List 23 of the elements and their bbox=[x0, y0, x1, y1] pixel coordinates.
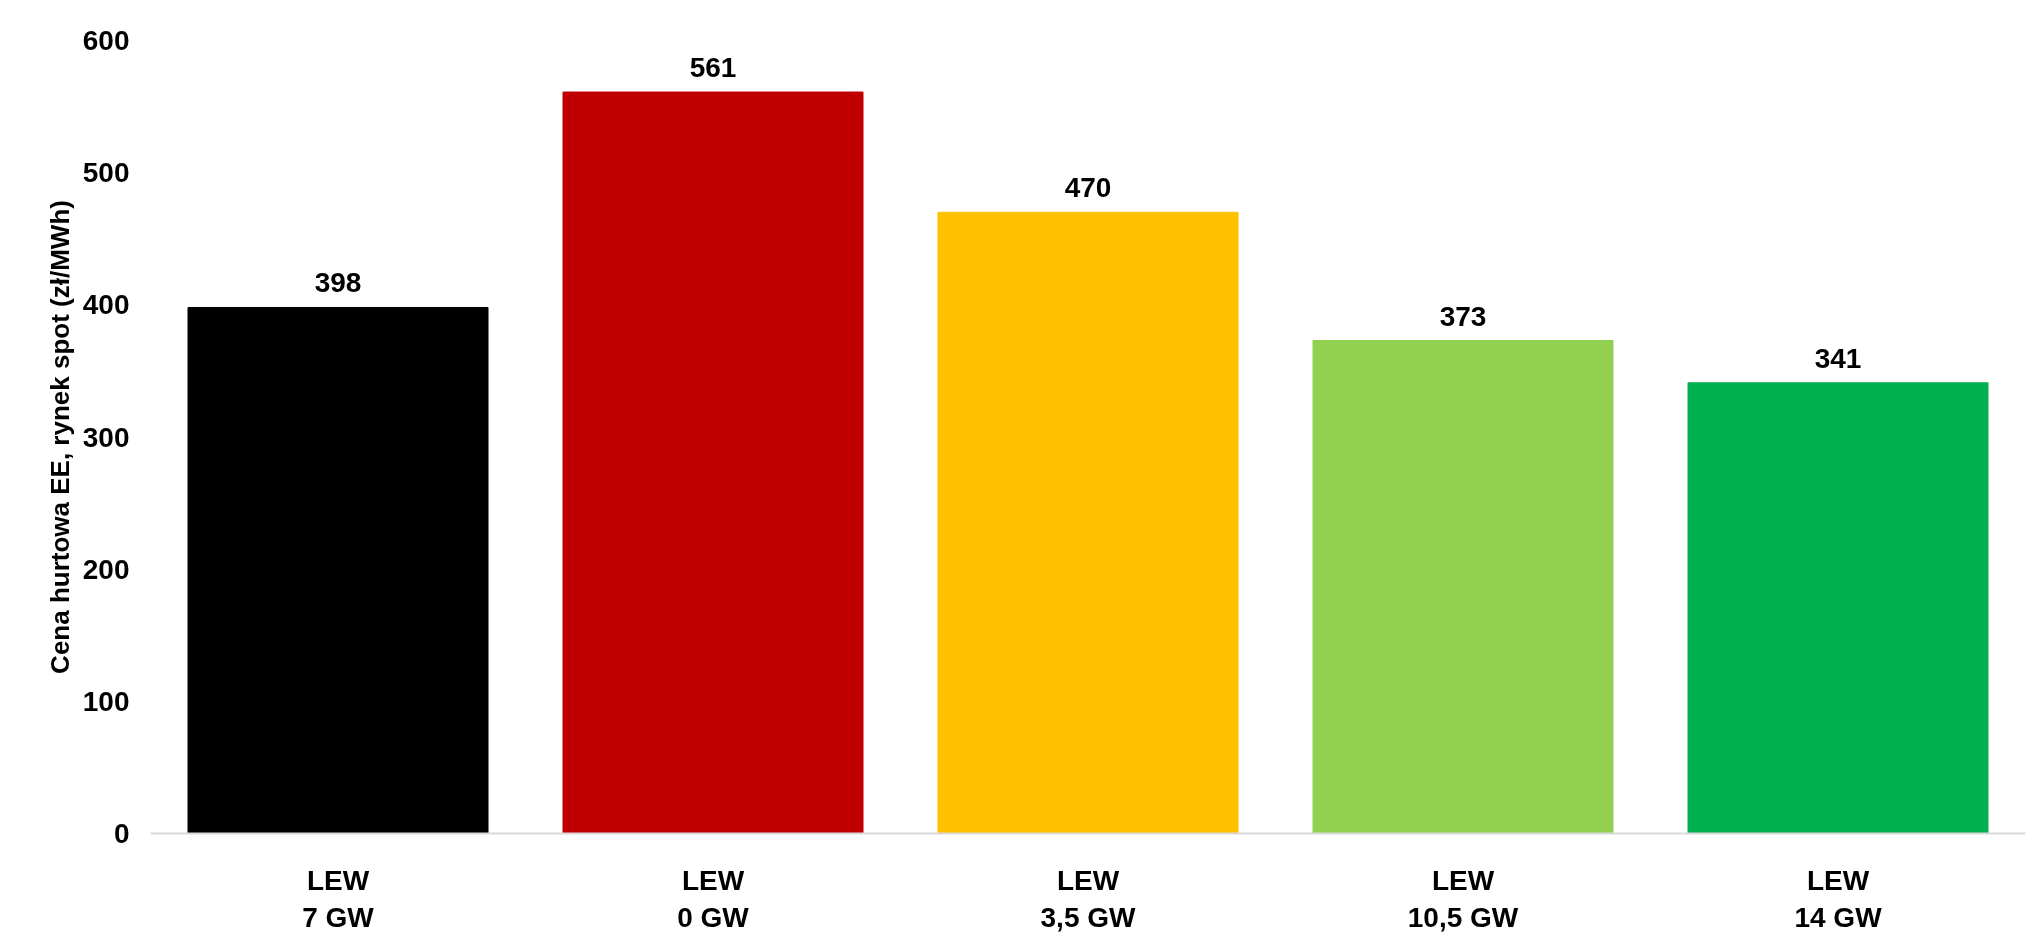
y-tick-label: 100 bbox=[82, 685, 130, 717]
y-tick-label: 0 bbox=[113, 818, 130, 849]
bar bbox=[1687, 382, 1989, 834]
x-tick-label: LEW 3,5 GW bbox=[1040, 864, 1137, 933]
y-tick-label: 600 bbox=[82, 25, 130, 56]
x-tick-label: LEW 14 GW bbox=[1794, 864, 1883, 933]
bar bbox=[187, 306, 489, 834]
data-label: 470 bbox=[1064, 172, 1112, 204]
data-label: 398 bbox=[314, 267, 362, 299]
bar bbox=[937, 211, 1239, 834]
y-tick-label: 200 bbox=[82, 553, 130, 585]
bar bbox=[1312, 340, 1614, 834]
x-tick-label: LEW 10,5 GW bbox=[1407, 864, 1519, 933]
x-tick-label: LEW 0 GW bbox=[677, 864, 750, 933]
y-tick-label: 500 bbox=[82, 157, 130, 189]
y-tick-label: 400 bbox=[82, 289, 130, 321]
x-tick-label: LEW 7 GW bbox=[302, 864, 375, 933]
y-tick-label: 300 bbox=[82, 421, 130, 453]
data-label: 341 bbox=[1814, 342, 1862, 374]
y-axis-title: Cena hurtowa EE, rynek spot (zł/MWh) bbox=[44, 200, 75, 674]
data-label: 373 bbox=[1439, 300, 1487, 332]
data-label: 561 bbox=[689, 52, 737, 84]
bar bbox=[562, 91, 864, 834]
